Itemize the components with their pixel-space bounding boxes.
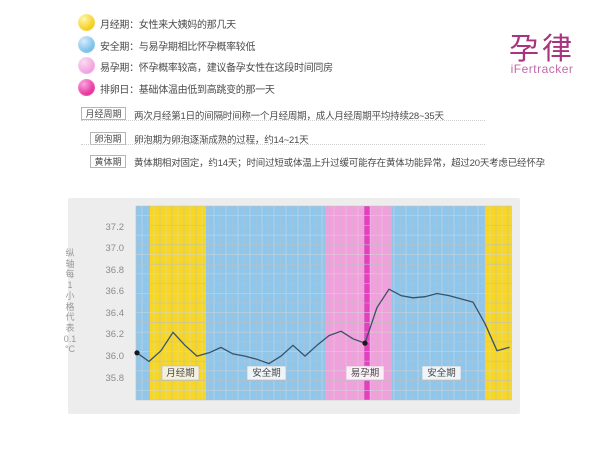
svg-text:易孕期: 易孕期 bbox=[351, 368, 380, 379]
svg-text:安全期: 安全期 bbox=[427, 367, 456, 379]
svg-text:36.0: 36.0 bbox=[106, 351, 125, 362]
svg-text:月经期: 月经期 bbox=[166, 367, 195, 379]
svg-text:37.2: 37.2 bbox=[106, 222, 125, 233]
svg-text:36.8: 36.8 bbox=[106, 265, 125, 276]
svg-text:36.2: 36.2 bbox=[106, 329, 125, 340]
svg-text:37.0: 37.0 bbox=[106, 243, 125, 254]
svg-text:36.6: 36.6 bbox=[106, 286, 125, 297]
svg-text:35.8: 35.8 bbox=[106, 373, 125, 384]
svg-text:安全期: 安全期 bbox=[252, 367, 281, 379]
svg-text:36.4: 36.4 bbox=[106, 308, 125, 319]
